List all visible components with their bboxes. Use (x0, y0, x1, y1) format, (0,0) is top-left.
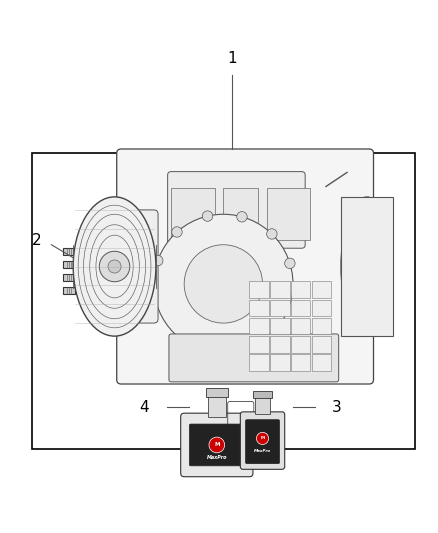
FancyBboxPatch shape (181, 413, 253, 477)
Bar (341, 197, 393, 336)
Bar (250, 336, 268, 353)
Bar (223, 188, 258, 240)
Circle shape (154, 214, 293, 353)
Text: M: M (214, 442, 219, 447)
Bar (312, 318, 331, 334)
FancyBboxPatch shape (240, 412, 285, 470)
Circle shape (184, 245, 262, 323)
Text: 2: 2 (32, 233, 41, 248)
Bar (270, 318, 290, 334)
Text: M: M (261, 437, 265, 440)
Text: 4: 4 (140, 400, 149, 415)
Bar (291, 281, 311, 298)
Circle shape (267, 229, 277, 239)
Ellipse shape (341, 197, 393, 336)
Bar (291, 336, 311, 353)
Circle shape (108, 260, 121, 273)
Bar (267, 188, 311, 240)
Ellipse shape (73, 197, 156, 336)
Bar (312, 281, 331, 298)
Bar (208, 395, 226, 417)
Circle shape (256, 432, 268, 445)
FancyBboxPatch shape (246, 419, 279, 464)
Bar (63, 287, 74, 294)
Bar (312, 300, 331, 316)
FancyBboxPatch shape (168, 172, 305, 248)
Text: 1: 1 (227, 51, 237, 66)
Text: MaxPro: MaxPro (207, 456, 227, 461)
Bar (250, 318, 268, 334)
Bar (291, 318, 311, 334)
Bar (250, 281, 268, 298)
Circle shape (202, 211, 213, 221)
Bar (270, 281, 290, 298)
Bar (270, 300, 290, 316)
Bar (291, 300, 311, 316)
Text: MaxPro: MaxPro (254, 449, 271, 453)
Circle shape (152, 255, 163, 266)
Bar (63, 248, 74, 255)
Circle shape (209, 437, 225, 453)
Bar (63, 274, 74, 281)
Bar (291, 354, 311, 371)
FancyBboxPatch shape (189, 424, 244, 466)
FancyBboxPatch shape (169, 334, 339, 382)
FancyBboxPatch shape (115, 210, 158, 323)
Circle shape (237, 212, 247, 222)
FancyBboxPatch shape (117, 149, 374, 384)
Bar (171, 188, 215, 240)
Bar (250, 354, 268, 371)
Circle shape (99, 251, 130, 282)
Bar (206, 389, 228, 397)
Text: 3: 3 (332, 400, 342, 415)
Circle shape (285, 258, 295, 269)
Bar (270, 354, 290, 371)
Bar (254, 397, 270, 415)
Bar (270, 336, 290, 353)
Bar (63, 261, 74, 268)
Bar (250, 300, 268, 316)
Bar (312, 336, 331, 353)
Circle shape (172, 227, 182, 237)
Bar (253, 391, 272, 398)
Bar (312, 354, 331, 371)
Bar (32, 154, 415, 449)
